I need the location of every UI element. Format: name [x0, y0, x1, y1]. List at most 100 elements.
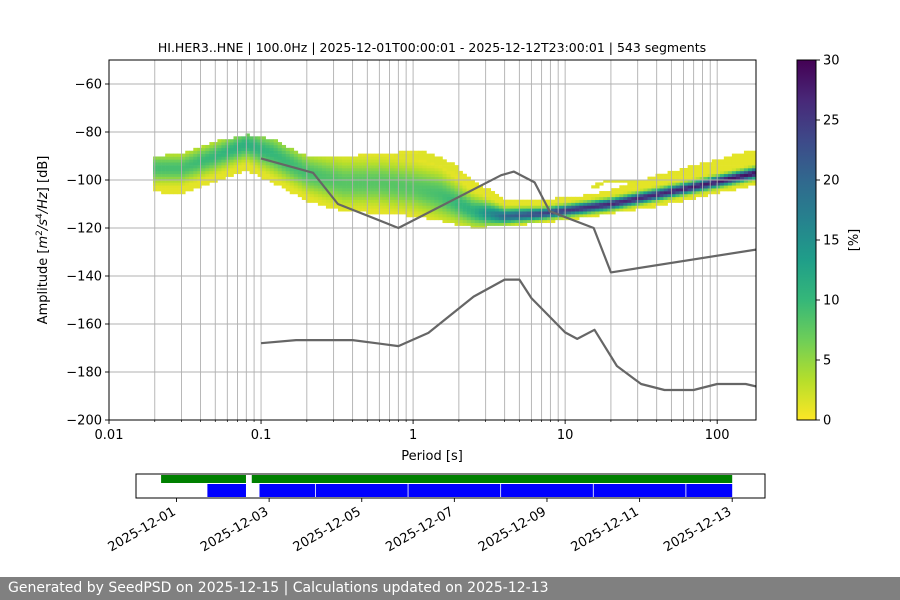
heatmap-cell	[229, 139, 234, 143]
heatmap-cell	[663, 179, 668, 183]
heatmap-cell	[217, 144, 222, 149]
heatmap-cell	[627, 191, 632, 195]
heatmap-cell	[446, 214, 451, 218]
heatmap-cell	[555, 202, 560, 206]
heatmap-cell	[579, 208, 584, 212]
heatmap-cell	[201, 150, 206, 154]
heatmap-cell	[478, 214, 483, 218]
heatmap-cell	[398, 185, 403, 189]
heatmap-cell	[309, 191, 315, 195]
heatmap-cell	[426, 156, 431, 160]
heatmap-cell	[466, 205, 471, 209]
heatmap-cell	[747, 168, 753, 172]
heatmap-cell	[643, 202, 648, 206]
heatmap-cell	[217, 168, 222, 172]
heatmap-cell	[458, 179, 463, 183]
heatmap-cell	[201, 182, 206, 186]
heatmap-cell	[719, 165, 725, 169]
heatmap-cell	[305, 176, 311, 180]
heatmap-cell	[478, 202, 483, 206]
heatmap-cell	[265, 150, 270, 154]
heatmap-cell	[591, 185, 596, 189]
heatmap-cell	[342, 176, 347, 180]
heatmap-cell	[683, 188, 688, 192]
heatmap-cell	[354, 176, 359, 180]
heatmap-cell	[386, 196, 391, 200]
heatmap-cell	[402, 182, 407, 186]
heatmap-cell	[362, 176, 367, 180]
x-axis-label: Period [s]	[401, 449, 463, 464]
heatmap-cell	[739, 170, 745, 175]
heatmap-cell	[494, 208, 500, 212]
heatmap-cell	[534, 199, 540, 203]
heatmap-cell	[366, 165, 371, 169]
heatmap-cell	[551, 219, 556, 224]
heatmap-cell	[217, 156, 222, 160]
heatmap-cell	[703, 179, 709, 183]
heatmap-cell	[402, 191, 407, 195]
availability-green-bar	[161, 475, 246, 483]
heatmap-cell	[494, 196, 500, 200]
heatmap-cell	[346, 199, 351, 203]
heatmap-cell	[293, 162, 299, 166]
heatmap-cell	[402, 176, 407, 180]
heatmap-cell	[651, 179, 656, 183]
heatmap-cell	[378, 173, 383, 177]
heatmap-cell	[482, 208, 487, 212]
heatmap-cell	[374, 188, 379, 192]
heatmap-cell	[470, 216, 475, 221]
y-tick-label: −160	[66, 318, 102, 333]
heatmap-cell	[671, 182, 676, 186]
heatmap-cell	[438, 182, 443, 186]
heatmap-cell	[687, 185, 692, 189]
heatmap-cell	[591, 202, 596, 206]
heatmap-cell	[185, 176, 190, 180]
heatmap-cell	[530, 199, 536, 203]
heatmap-cell	[747, 156, 753, 160]
heatmap-cell	[647, 199, 652, 203]
heatmap-cell	[157, 168, 162, 172]
heatmap-cell	[313, 156, 319, 160]
heatmap-cell	[438, 185, 443, 189]
heatmap-cell	[655, 173, 660, 177]
heatmap-cell	[229, 165, 234, 169]
heatmap-cell	[374, 205, 379, 209]
heatmap-cell	[329, 185, 335, 189]
heatmap-cell	[217, 153, 222, 157]
heatmap-cell	[522, 211, 528, 215]
heatmap-cell	[370, 185, 375, 189]
heatmap-cell	[414, 205, 419, 209]
heatmap-cell	[301, 179, 307, 183]
heatmap-cell	[494, 222, 500, 226]
heatmap-cell	[675, 173, 680, 177]
heatmap-cell	[386, 205, 391, 209]
heatmap-cell	[462, 188, 467, 192]
heatmap-cell	[221, 176, 226, 180]
availability-blue-bar	[207, 484, 246, 497]
heatmap-cell	[346, 208, 351, 212]
heatmap-cell	[462, 208, 467, 212]
x-tick-label: 100	[705, 428, 730, 443]
heatmap-cell	[305, 159, 311, 163]
heatmap-cell	[402, 153, 407, 157]
heatmap-cell	[281, 179, 287, 183]
heatmap-cell	[567, 208, 572, 212]
x-tick-label: 0.01	[95, 428, 124, 443]
heatmap-cell	[229, 147, 234, 152]
heatmap-cell	[446, 185, 451, 189]
heatmap-cell	[358, 179, 363, 183]
heatmap-cell	[378, 182, 383, 186]
heatmap-cell	[695, 188, 701, 192]
heatmap-cell	[273, 182, 278, 186]
heatmap-cell	[217, 162, 222, 166]
heatmap-cell	[651, 199, 656, 203]
heatmap-cell	[426, 153, 431, 157]
heatmap-cell	[723, 173, 729, 177]
heatmap-cell	[587, 196, 592, 200]
heatmap-cell	[599, 182, 604, 186]
heatmap-cell	[422, 162, 427, 166]
heatmap-cell	[382, 208, 387, 212]
heatmap-cell	[414, 165, 419, 169]
heatmap-cell	[245, 168, 250, 172]
heatmap-cell	[434, 202, 439, 206]
